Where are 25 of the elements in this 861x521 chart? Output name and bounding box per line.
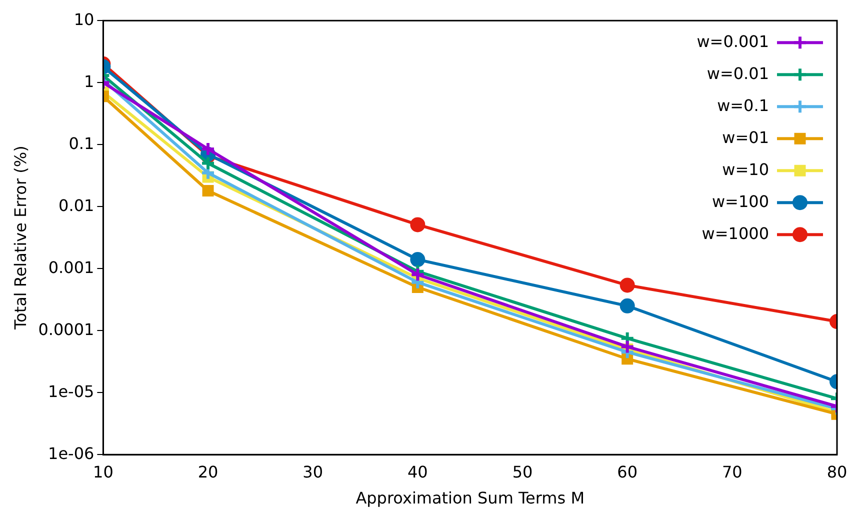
y-axis-title: Total Relative Error (%) [10,146,30,331]
x-tick-label: 30 [302,462,324,482]
y-tick-label: 0.001 [48,258,94,277]
legend-label: w=100 [712,192,769,211]
x-tick-label: 50 [512,462,533,482]
y-tick-label: 1e-06 [48,444,94,463]
x-axis-title: Approximation Sum Terms M [356,488,584,508]
x-tick-label: 20 [198,462,218,482]
legend-label: w=10 [722,160,769,179]
legend-label: w=01 [722,128,769,147]
legend-label: w=0.1 [717,96,769,115]
x-tick-label: 60 [617,462,638,482]
y-tick-label: 10 [74,10,94,29]
x-tick-label: 80 [826,462,848,482]
x-tick-label: 40 [407,462,428,482]
x-tick-label: 70 [722,462,742,482]
y-tick-label: 1e-05 [48,382,94,401]
legend-label: w=0.01 [706,64,769,83]
legend-label: w=1000 [702,224,769,243]
legend-label: w=0.001 [696,32,769,51]
y-tick-label: 1 [84,72,94,91]
y-tick-label: 0.0001 [38,320,94,339]
y-tick-label: 0.01 [58,196,94,215]
x-tick-label: 10 [93,462,114,482]
y-tick-label: 0.1 [68,134,94,153]
